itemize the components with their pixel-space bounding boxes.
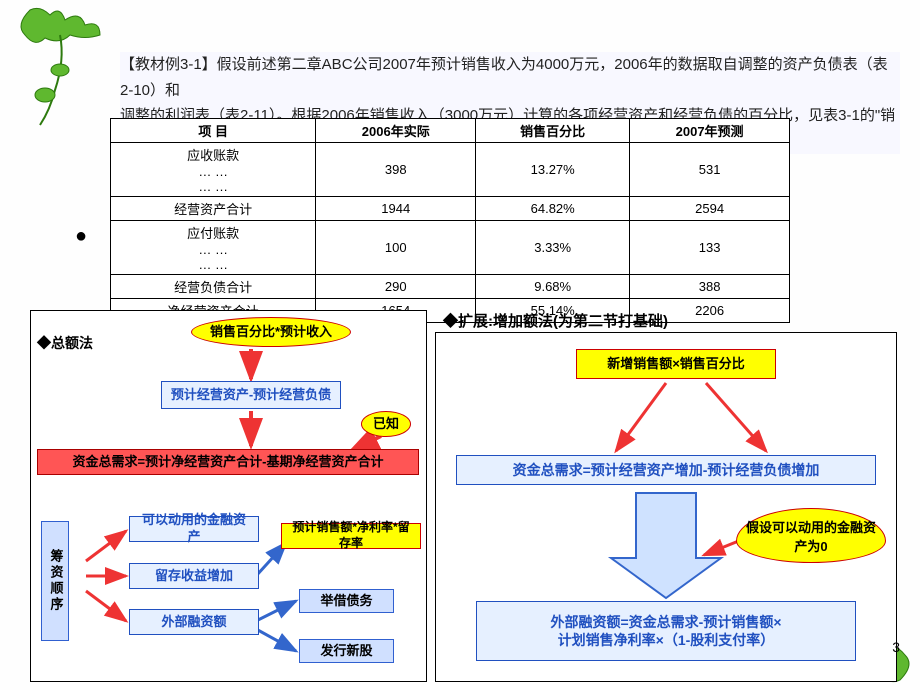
table-row: 经营负债合计2909.68%388: [111, 275, 790, 299]
left-n4: 资金总需求=预计净经营资产合计-基期净经营资产合计: [37, 449, 419, 475]
left-n6: 可以动用的金融资产: [129, 516, 259, 542]
right-n1: 新增销售额×销售百分比: [576, 349, 776, 379]
diagram-extension-method: ◆扩展:增加额法(为第二节打基础) 新增销售额×销售百分比 资金总需求=预计经营…: [435, 310, 895, 680]
left-n7: 留存收益增加: [129, 563, 259, 589]
left-title: ◆总额法: [37, 333, 93, 353]
th-0: 项 目: [111, 119, 316, 143]
right-n4-l1: 外部融资额=资金总需求-预计销售额×: [550, 613, 781, 631]
main-table: 项 目 2006年实际 销售百分比 2007年预测 应收账款 … … … …39…: [110, 118, 790, 323]
left-n5: 筹资顺序: [41, 521, 69, 641]
right-n3: 假设可以动用的金融资产为0: [736, 508, 886, 563]
left-n2: 预计经营资产-预计经营负债: [161, 381, 341, 409]
diagram-total-method: ◆总额法 销售百分比*预计收入 预计经营资产-预计经营负债 已知 资金总需求=预…: [30, 310, 427, 682]
right-n4: 外部融资额=资金总需求-预计销售额× 计划销售净利率×（1-股利支付率）: [476, 601, 856, 661]
right-frame: 新增销售额×销售百分比 资金总需求=预计经营资产增加-预计经营负债增加 假设可以…: [435, 332, 897, 682]
left-n10: 举借债务: [299, 589, 394, 613]
th-3: 2007年预测: [630, 119, 790, 143]
page-number: 3: [892, 639, 900, 655]
table-row: 应收账款 … … … …39813.27%531: [111, 143, 790, 197]
th-1: 2006年实际: [316, 119, 476, 143]
right-n2: 资金总需求=预计经营资产增加-预计经营负债增加: [456, 455, 876, 485]
bullet-dot: ●: [75, 225, 87, 248]
left-n11: 发行新股: [299, 639, 394, 663]
table-header-row: 项 目 2006年实际 销售百分比 2007年预测: [111, 119, 790, 143]
table-row: 经营资产合计194464.82%2594: [111, 197, 790, 221]
left-n8: 外部融资额: [129, 609, 259, 635]
table-row: 应付账款 … … … …1003.33%133: [111, 221, 790, 275]
header-line1: 【教材例3-1】假设前述第二章ABC公司2007年预计销售收入为4000万元，2…: [120, 56, 888, 99]
right-title: ◆扩展:增加额法(为第二节打基础): [443, 310, 668, 331]
th-2: 销售百分比: [476, 119, 630, 143]
left-n1: 销售百分比*预计收入: [191, 317, 351, 347]
left-n3: 已知: [361, 411, 411, 437]
left-n9: 预计销售额*净利率*留存率: [281, 523, 421, 549]
right-n4-l2: 计划销售净利率×（1-股利支付率）: [558, 631, 775, 649]
